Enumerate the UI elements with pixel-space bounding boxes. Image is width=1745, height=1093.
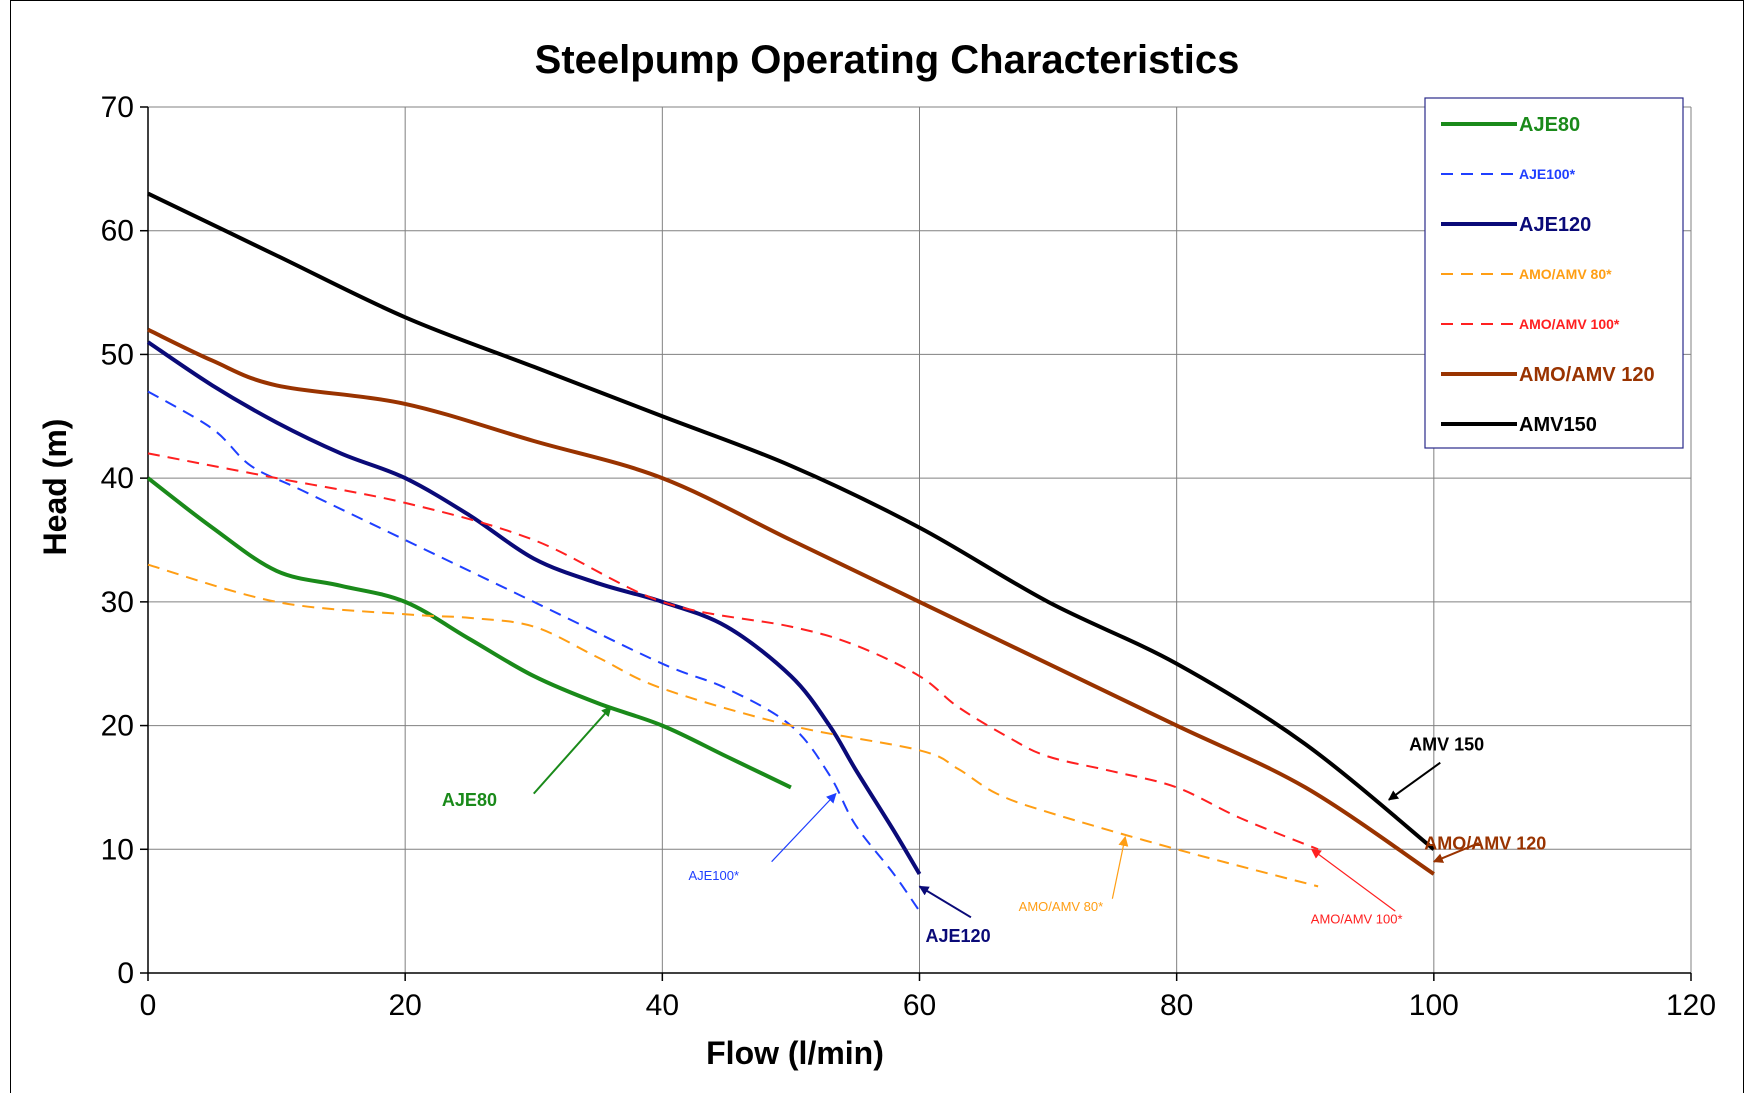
chart-title: Steelpump Operating Characteristics — [535, 38, 1240, 82]
legend-label: AMO/AMV 100* — [1519, 316, 1620, 332]
y-tick-label: 70 — [101, 91, 134, 124]
y-tick-label: 10 — [101, 833, 134, 866]
x-axis-title: Flow (l/min) — [706, 1035, 884, 1071]
annotation-arrow — [1312, 849, 1396, 911]
y-axis-title: Head (m) — [37, 419, 73, 556]
annotation-label: AJE120 — [926, 926, 991, 946]
legend-label: AMO/AMV 80* — [1519, 266, 1612, 282]
series-line-aje80 — [148, 478, 791, 787]
x-tick-label: 40 — [646, 989, 679, 1022]
annotation-arrow — [772, 794, 836, 862]
legend-label: AMV150 — [1519, 414, 1597, 436]
annotations: AJE80 AJE100* AJE120 AMO/AMV 80* AMO/AMV 100… — [442, 707, 1546, 946]
y-tick-label: 0 — [117, 957, 134, 990]
y-tick-label: 50 — [101, 338, 134, 371]
y-tick-label: 20 — [101, 710, 134, 743]
annotation-label: AJE80 — [442, 790, 497, 810]
x-tick-label: 120 — [1666, 989, 1716, 1022]
series-line-amv150 — [148, 194, 1434, 850]
legend: AJE80 AJE100* AJE120 AMO/AMV 80* AMO/AMV 100… — [1425, 98, 1683, 448]
x-tick-label: 100 — [1409, 989, 1459, 1022]
x-tick-label: 0 — [140, 989, 157, 1022]
annotation-arrow — [920, 886, 971, 917]
annotation-arrow — [534, 707, 611, 794]
annotation-label: AMO/AMV 120 — [1424, 833, 1546, 853]
series-group — [148, 194, 1434, 912]
legend-label: AJE120 — [1519, 214, 1591, 236]
annotation-arrow — [1389, 763, 1440, 800]
y-tick-label: 60 — [101, 215, 134, 248]
y-tick-label: 40 — [101, 462, 134, 495]
annotation-label: AMO/AMV 80* — [1019, 899, 1104, 914]
x-tick-label: 80 — [1160, 989, 1193, 1022]
legend-label: AJE80 — [1519, 114, 1580, 136]
y-tick-label: 30 — [101, 586, 134, 619]
annotation-label: AMO/AMV 100* — [1311, 912, 1403, 927]
legend-label: AJE100* — [1519, 166, 1576, 182]
annotation-label: AMV 150 — [1409, 734, 1484, 754]
series-line-aje120 — [148, 342, 920, 874]
x-tick-label: 20 — [388, 989, 421, 1022]
annotation-label: AJE100* — [688, 868, 739, 883]
legend-label: AMO/AMV 120 — [1519, 364, 1655, 386]
annotation-arrow — [1112, 837, 1125, 899]
x-tick-label: 60 — [903, 989, 936, 1022]
